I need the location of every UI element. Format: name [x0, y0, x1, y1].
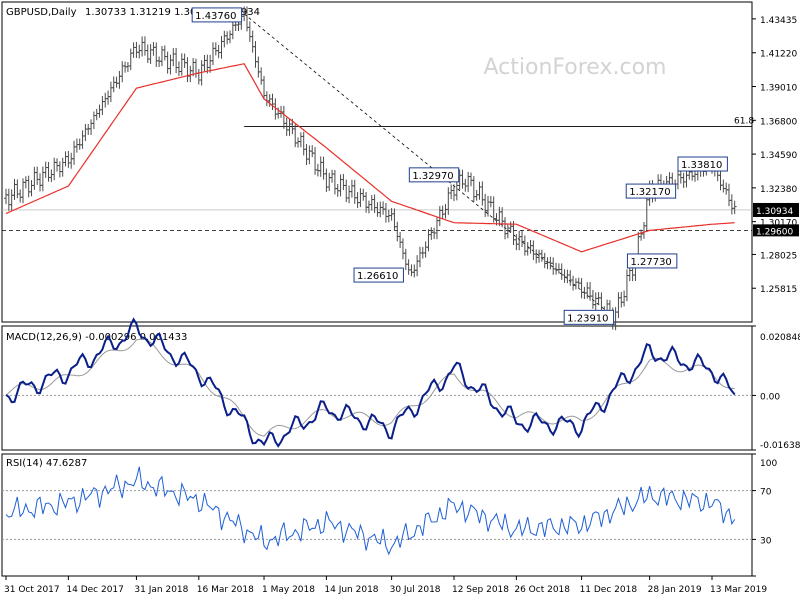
- price-axis-tick-label: 1.25815: [760, 285, 797, 295]
- macd-axis-tick-label: 0.00: [760, 392, 780, 402]
- price-axis-tick-label: 1.30170: [760, 219, 797, 229]
- support-label: 1.29600: [756, 227, 793, 237]
- price-header-symbol: GBPUSD,Daily: [6, 7, 77, 18]
- price-annotation-box: [353, 267, 404, 283]
- price-axis-tick-label: 1.32380: [760, 185, 797, 195]
- time-axis-label: 1 May 2018: [262, 585, 315, 595]
- time-axis-label: 28 Jan 2019: [648, 585, 702, 595]
- time-axis-label: 14 Dec 2017: [66, 585, 124, 595]
- time-axis-label: 31 Oct 2017: [4, 585, 60, 595]
- current-price-label: 1.30934: [756, 207, 793, 217]
- rsi-axis-tick-label: 70: [760, 488, 772, 498]
- price-axis-tick-label: 1.43435: [760, 16, 797, 26]
- price-annotation: 1.43760: [195, 11, 236, 22]
- price-annotation-box: [191, 7, 243, 23]
- price-annotation: 1.23910: [567, 313, 608, 324]
- watermark: ActionForex.com: [484, 55, 667, 80]
- price-panel-frame: [1, 1, 753, 323]
- price-annotation: 1.27730: [630, 257, 671, 268]
- price-bars: [4, 6, 737, 331]
- price-annotations: 1.43760 1.32970 1.26610 1.23910 1.32170 1.277…: [191, 7, 799, 325]
- macd-axis-tick-label: 0.020848: [760, 333, 800, 343]
- time-axis-label: 30 Jul 2018: [390, 585, 441, 595]
- indicator-lines: [5, 63, 736, 556]
- price-annotation: 1.26610: [357, 271, 398, 282]
- time-axis-label: 31 Jan 2018: [134, 585, 188, 595]
- time-axis-label: 14 Jun 2018: [324, 585, 378, 595]
- price-header-ohlc: 1.30733 1.31219 1.30652 1.30934: [85, 7, 260, 18]
- rsi-panel-frame: [1, 453, 753, 577]
- time-axis-label: 16 Mar 2018: [197, 585, 254, 595]
- price-axis-tick-label: 1.39010: [760, 84, 797, 94]
- fibonacci-label: 61.8: [734, 116, 754, 126]
- price-annotation-box: [563, 309, 615, 325]
- macd-signal-line: [5, 338, 735, 437]
- price-axis-tick-label: 1.41220: [760, 50, 797, 60]
- rsi-axis-tick-label: 30: [760, 536, 772, 546]
- price-axis-tick-label: 1.28025: [760, 251, 797, 261]
- macd-line: [5, 317, 736, 448]
- time-axis-label: 26 Oct 2018: [514, 585, 570, 595]
- support-tag: [753, 224, 799, 237]
- axis-ticks: 1.43435 1.41220 1.39010 1.36800 1.34590 1.323…: [4, 16, 800, 595]
- price-axis-tick-label: 1.36800: [760, 117, 797, 127]
- time-axis-label: 11 Dec 2018: [580, 585, 638, 595]
- macd-title: MACD(12,26,9) -0.000296 0.001433: [6, 332, 187, 343]
- moving-average-line: [5, 63, 735, 253]
- price-annotation-box: [626, 253, 678, 269]
- rsi-title: RSI(14) 47.6287: [6, 458, 87, 469]
- trendline: [243, 13, 615, 318]
- time-axis-label: 13 Mar 2019: [710, 585, 767, 595]
- rsi-line: [5, 466, 736, 556]
- price-axis-tick-label: 1.34590: [760, 151, 797, 161]
- price-annotation: 1.33810: [681, 160, 722, 171]
- price-annotation-box: [625, 183, 677, 199]
- time-axis-label: 12 Sep 2018: [452, 585, 509, 595]
- price-annotation-box: [677, 156, 728, 172]
- rsi-axis-tick-label: 100: [760, 459, 777, 469]
- price-annotation: 1.32170: [629, 187, 670, 198]
- macd-panel-frame: [1, 325, 753, 451]
- current-price-tag: [753, 202, 799, 217]
- price-annotation: 1.32970: [412, 171, 453, 182]
- price-annotation-box: [408, 167, 460, 183]
- macd-axis-tick-label: -0.016389: [760, 441, 800, 451]
